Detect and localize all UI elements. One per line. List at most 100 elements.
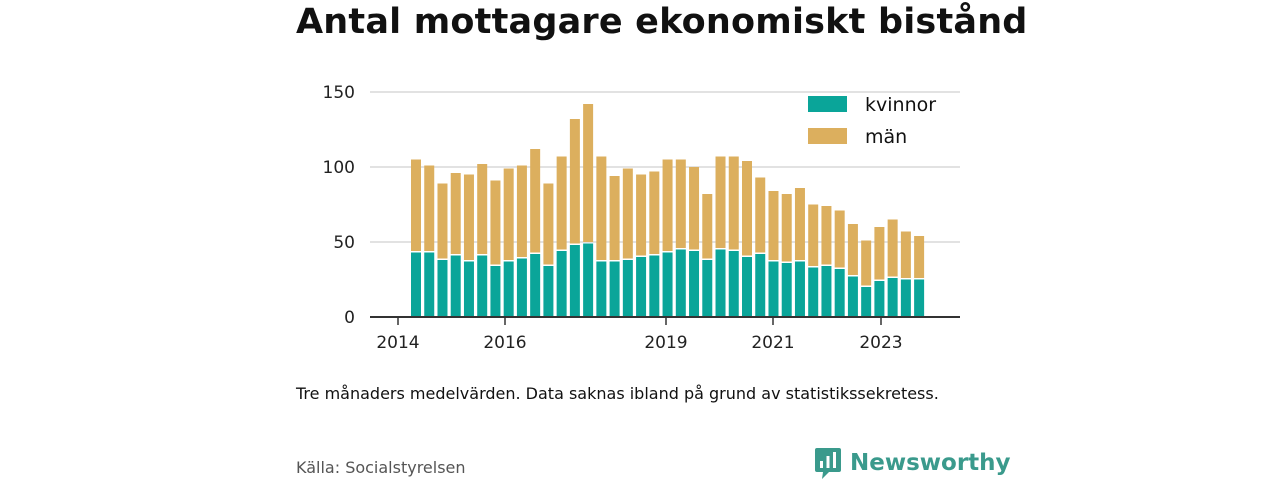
x-tick-label: 2014: [376, 333, 419, 353]
bar-man: [596, 156, 607, 260]
bar-kvinnor: [847, 276, 858, 317]
stacked-bar-chart: 0 50 100 150 2014 2016 2019 2021 2023 kvinnor män: [323, 83, 960, 353]
bar-man: [636, 174, 647, 256]
bar-kvinnor: [622, 260, 633, 317]
brand-name: Newsworthy: [850, 450, 1011, 476]
bar-man: [530, 149, 541, 253]
bar-kvinnor: [728, 251, 739, 317]
bar-man: [503, 168, 514, 260]
bar-man: [768, 191, 779, 260]
chart-title: Antal mottagare ekonomiskt bistånd: [296, 2, 1028, 42]
bar-kvinnor: [530, 254, 541, 317]
bar-kvinnor: [715, 249, 726, 317]
bar-kvinnor: [596, 261, 607, 317]
bar-kvinnor: [424, 252, 435, 317]
bars: [411, 104, 925, 317]
bar-man: [622, 168, 633, 259]
bar-kvinnor: [781, 263, 792, 317]
bar-man: [569, 119, 580, 244]
bar-man: [424, 165, 435, 251]
bar-man: [662, 159, 673, 251]
bar-man: [702, 194, 713, 259]
bar-man: [556, 156, 567, 250]
bar-man: [742, 161, 752, 256]
y-tick-label: 50: [333, 233, 355, 253]
bar-man: [583, 104, 594, 242]
axes: 0 50 100 150 2014 2016 2019 2021 2023: [323, 83, 960, 353]
x-tick-label: 2023: [859, 333, 902, 353]
bar-kvinnor: [887, 278, 898, 317]
bar-man: [516, 165, 527, 257]
bar-kvinnor: [503, 261, 514, 317]
newsworthy-chart-bubble-icon: [815, 448, 841, 479]
bar-man: [861, 240, 872, 286]
bar-kvinnor: [516, 258, 527, 317]
bar-kvinnor: [755, 254, 766, 317]
bar-man: [411, 159, 421, 251]
bar-kvinnor: [662, 252, 673, 317]
bar-kvinnor: [556, 251, 567, 317]
legend-swatch: [808, 128, 847, 144]
bar-kvinnor: [543, 266, 554, 317]
bar-man: [715, 156, 726, 248]
x-tick-label: 2019: [644, 333, 687, 353]
bar-kvinnor: [768, 261, 779, 317]
x-tick-label: 2021: [751, 333, 794, 353]
bar-man: [649, 171, 660, 254]
legend-label: män: [865, 126, 907, 148]
bar-kvinnor: [411, 252, 421, 317]
bar-man: [887, 219, 898, 277]
bar-man: [808, 204, 819, 266]
bar-kvinnor: [808, 267, 819, 317]
bar-kvinnor: [569, 245, 580, 317]
bar-kvinnor: [689, 251, 700, 317]
y-tick-label: 0: [344, 308, 355, 328]
source-credit: Källa: Socialstyrelsen: [296, 458, 466, 477]
bar-kvinnor: [450, 255, 461, 317]
bar-man: [543, 183, 554, 265]
bar-kvinnor: [821, 266, 832, 317]
x-tick-label: 2016: [483, 333, 526, 353]
bar-kvinnor: [834, 269, 845, 317]
chart-note: Tre månaders medelvärden. Data saknas ib…: [296, 384, 939, 403]
bar-kvinnor: [477, 255, 488, 317]
bar-kvinnor: [742, 257, 752, 317]
bar-man: [609, 176, 620, 260]
bar-man: [490, 180, 501, 265]
bar-man: [847, 224, 858, 275]
bar-kvinnor: [609, 261, 620, 317]
bar-man: [463, 174, 474, 260]
bar-man: [781, 194, 792, 262]
newsworthy-logo[interactable]: Newsworthy: [814, 446, 1011, 480]
bar-kvinnor: [874, 281, 885, 317]
bar-man: [821, 206, 832, 265]
bar-kvinnor: [583, 243, 594, 317]
bar-kvinnor: [636, 257, 647, 317]
bar-man: [794, 188, 805, 260]
y-tick-label: 100: [323, 158, 355, 178]
bar-man: [834, 210, 845, 268]
bar-man: [450, 173, 461, 254]
bar-kvinnor: [861, 287, 872, 317]
bar-kvinnor: [794, 261, 805, 317]
bar-man: [689, 167, 700, 250]
legend-swatch: [808, 96, 847, 112]
bar-kvinnor: [437, 260, 448, 317]
bar-kvinnor: [649, 255, 660, 317]
bar-kvinnor: [900, 279, 911, 317]
bar-kvinnor: [463, 261, 474, 317]
bar-kvinnor: [914, 279, 925, 317]
bar-kvinnor: [702, 260, 713, 317]
legend: kvinnor män: [808, 94, 936, 148]
bar-man: [900, 231, 911, 278]
bar-man: [914, 236, 925, 278]
bar-kvinnor: [490, 266, 501, 317]
bar-man: [477, 164, 488, 254]
bar-man: [437, 183, 448, 259]
bar-kvinnor: [675, 249, 686, 317]
bar-man: [675, 159, 686, 248]
y-tick-label: 150: [323, 83, 355, 103]
legend-label: kvinnor: [865, 94, 936, 116]
bar-man: [755, 177, 766, 253]
bar-man: [728, 156, 739, 250]
